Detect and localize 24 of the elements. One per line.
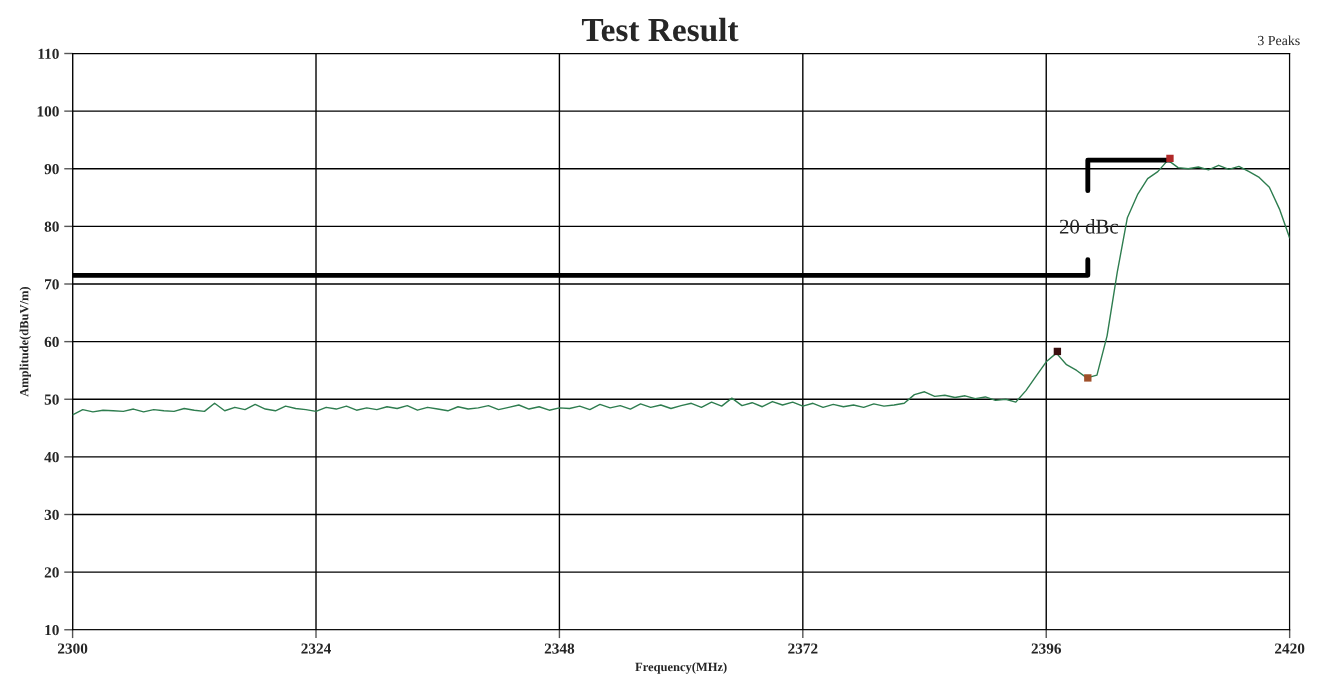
y-tick-label: 110 — [38, 48, 59, 59]
x-axis-title: Frequency(MHz) — [635, 662, 727, 674]
x-tick-label: 2324 — [301, 643, 331, 654]
x-tick-label: 2348 — [544, 643, 575, 654]
x-tick-label: 2300 — [57, 643, 88, 654]
y-tick-label: 70 — [45, 279, 59, 290]
point — [1166, 154, 1174, 163]
x-tick-label: 2372 — [788, 643, 818, 654]
y-tick-label: 20 — [44, 567, 59, 578]
point — [1053, 347, 1062, 356]
y-tick-label: 50 — [44, 394, 59, 405]
y-tick-label: 30 — [44, 509, 59, 520]
y-axis-title: Amplitude(dBuV/m) — [19, 286, 31, 397]
y-tick-label: 60 — [44, 336, 59, 348]
x-tick-label: 2420 — [1275, 643, 1305, 654]
text: 3 Peaks — [1258, 35, 1300, 46]
point — [1084, 374, 1092, 382]
y-tick-label: 10 — [45, 624, 59, 636]
y-tick-label: 100 — [37, 106, 59, 117]
y-tick-label: 80 — [44, 221, 59, 232]
y-tick-label: 40 — [44, 452, 59, 463]
x-tick-label: 2396 — [1031, 643, 1062, 654]
y-tick-label: 90 — [44, 163, 59, 175]
chart-title: Test Result — [581, 17, 739, 42]
